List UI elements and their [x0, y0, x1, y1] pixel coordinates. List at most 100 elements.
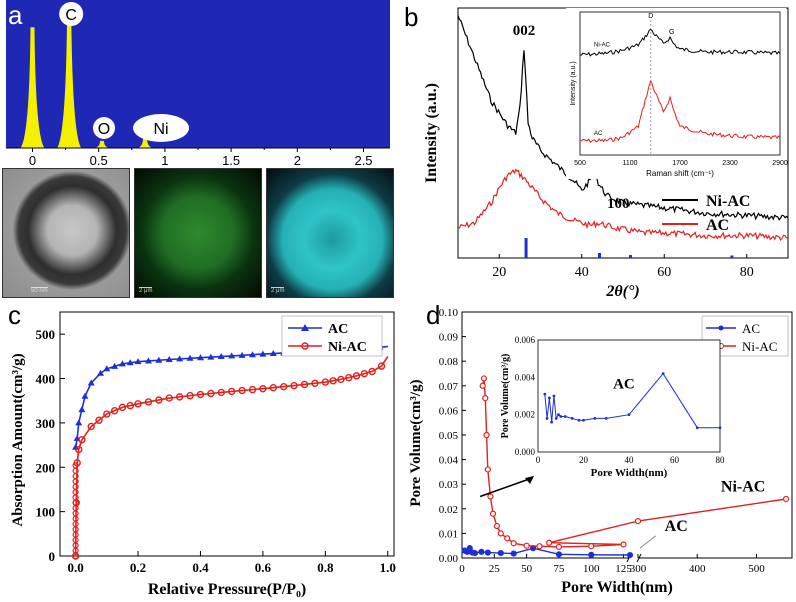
isotherm-marker-ni-ac — [175, 393, 184, 401]
pore-inset-ytick-label-3: 0.006 — [515, 335, 536, 345]
pore-marker-ni-ac — [504, 535, 511, 542]
pore-inset-xtick-label-4: 80 — [716, 455, 726, 465]
xrd-annotation-002: 002 — [513, 23, 536, 39]
isotherm-marker-ac — [75, 419, 83, 426]
pore-marker-ni-ac — [484, 466, 491, 473]
pore-legend-marker-ac — [718, 325, 724, 331]
raman-label-ni-ac: Ni-AC — [594, 42, 611, 48]
isotherm-marker-ni-ac — [238, 386, 246, 395]
isotherm-marker-ac — [155, 356, 163, 363]
isotherm-marker-ac — [269, 350, 277, 357]
pore-xtick-label-1: 25 — [489, 563, 501, 575]
isotherm-ytick-label-2: 200 — [36, 460, 56, 475]
pore-marker-ni-ac — [482, 394, 489, 402]
isotherm-marker-ni-ac — [290, 381, 298, 390]
panel-d: 0 25 50 75 100 125 300 400 500 0.00 0.01 0.02 0.03 0.… — [400, 300, 796, 602]
pore-inset-xlabel: Pore Width(nm) — [591, 467, 668, 479]
pore-inset-marker-ac — [570, 417, 574, 420]
pore-marker-ni-ac — [493, 522, 500, 530]
isotherm-xlabel: Relative Pressure(P/P₀) — [148, 581, 306, 598]
isotherm-marker-ni-ac — [103, 410, 111, 418]
isotherm-marker-ni-ac — [165, 394, 173, 402]
pore-inset-marker-ac — [718, 426, 722, 430]
eds-label-bubble-2 — [133, 114, 190, 142]
isotherm-marker-ac — [217, 353, 225, 360]
eds-peak-1 — [57, 6, 82, 148]
pore-marker-ac — [478, 548, 485, 555]
pore-marker-ni-ac — [487, 493, 494, 500]
pore-marker-ac — [484, 549, 491, 556]
eds-peak-2 — [94, 140, 110, 148]
isotherm-marker-ac — [228, 352, 236, 359]
eds-tick-label-0: 0 — [29, 153, 36, 168]
panel-letter-a: a — [8, 0, 23, 30]
pore-legend-ac: AC — [742, 321, 760, 336]
c-map-scale-bar-label: 2 μm — [271, 287, 285, 294]
pore-marker-ni-ac — [489, 510, 497, 517]
pore-ytick-label-4: 0.04 — [439, 455, 459, 467]
isotherm-marker-ni-ac — [72, 489, 79, 496]
pore-ytick-label-7: 0.07 — [439, 381, 459, 393]
isotherm-marker-ni-ac — [78, 436, 86, 444]
isotherm-marker-ac — [103, 365, 111, 372]
raman-tick-label-3: 2300 — [722, 160, 738, 167]
pore-inset-line-ac — [544, 372, 720, 429]
isotherm-marker-ac — [196, 354, 204, 361]
isotherm-ytick-label-3: 300 — [36, 416, 56, 431]
isotherm-marker-ni-ac — [110, 407, 119, 415]
pore-inset-xtick-label-0: 0 — [536, 455, 541, 465]
isotherm-marker-ni-ac — [368, 367, 376, 376]
isotherm-marker-ni-ac — [196, 390, 205, 399]
pore-axis-break-gap — [629, 554, 639, 562]
eds-tick-label-4: 2 — [294, 153, 301, 168]
eds-tick-label-2: 1 — [161, 153, 168, 168]
isotherm-marker-ac — [134, 358, 142, 365]
pore-inset-ytick-label-2: 0.004 — [515, 372, 536, 382]
isotherm-marker-ni-ac — [95, 416, 103, 424]
isotherm-marker-ac — [72, 443, 80, 450]
panel-b: 20 40 60 80 2θ(°) Intensity (a.u.) 002 100 Ni-AC… — [400, 0, 796, 300]
pore-annotation-ni-ac: Ni-AC — [721, 479, 765, 496]
isotherm-marker-ni-ac — [118, 403, 127, 412]
pore-xtick-label-8: 500 — [748, 563, 765, 575]
isotherm-marker-ni-ac — [311, 379, 319, 387]
isotherm-marker-ni-ac — [300, 380, 309, 389]
pore-xtick-label-2: 50 — [521, 563, 533, 575]
pore-ytick-label-6: 0.06 — [439, 405, 459, 417]
isotherm-line-ni-ac — [74, 355, 389, 557]
pore-xtick-label-6: 300 — [630, 563, 647, 575]
isotherm-ylabel: Absorption Amount(cm³/g) — [10, 353, 26, 526]
pore-inset-marker-ac — [543, 392, 547, 396]
pore-inset-marker-ac — [582, 418, 585, 422]
isotherm-marker-ni-ac — [134, 400, 142, 408]
xrd-series-ni-ac — [457, 15, 789, 221]
pore-inset-xtick-label-3: 60 — [670, 455, 680, 465]
panel-letter-b: b — [404, 2, 419, 32]
pore-annotation-ac: AC — [665, 518, 688, 535]
pore-marker-ni-ac — [523, 542, 530, 549]
isotherm-marker-ac — [207, 353, 215, 360]
isotherm-marker-ac — [176, 355, 184, 362]
isotherm-ytick-label-5: 500 — [36, 327, 56, 342]
isotherm-marker-ni-ac — [360, 369, 369, 378]
raman-xlabel: Raman shift (cm⁻¹) — [646, 169, 714, 178]
isotherm-marker-ac — [81, 392, 89, 399]
xrd-legend-ac: AC — [706, 217, 729, 234]
isotherm-marker-ni-ac — [337, 375, 345, 384]
pore-marker-ni-ac — [479, 382, 486, 389]
eds-peak-3 — [137, 138, 154, 148]
isotherm-xtick-label-1: 0.2 — [130, 560, 146, 575]
isotherm-ytick-label-0: 0 — [49, 549, 56, 564]
isotherm-marker-ni-ac — [207, 389, 215, 398]
pore-marker-ni-ac — [588, 543, 595, 550]
pore-inset-marker-ac — [627, 413, 631, 417]
isotherm-marker-ni-ac — [155, 396, 163, 404]
isotherm-marker-ni-ac — [352, 372, 361, 380]
pore-xlabel: Pore Width(nm) — [561, 579, 673, 596]
isotherm-marker-ni-ac — [227, 387, 236, 396]
pore-inset-marker-ac — [557, 413, 560, 417]
pore-ytick-label-5: 0.05 — [439, 430, 459, 442]
pore-inset-marker-ac — [695, 426, 699, 430]
isotherm-marker-ni-ac — [259, 385, 267, 393]
isotherm-xtick-label-0: 0.0 — [67, 560, 83, 575]
